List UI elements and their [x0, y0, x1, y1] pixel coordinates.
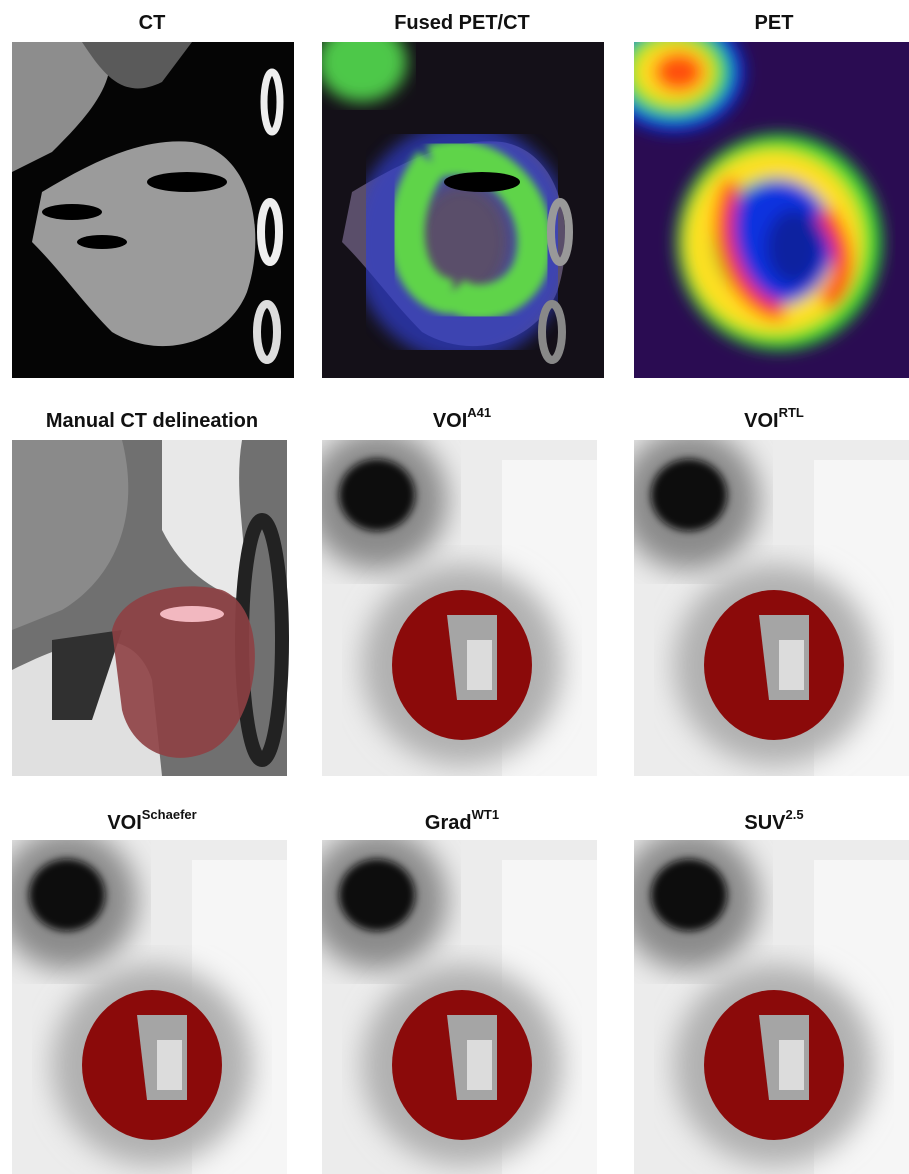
panel-image	[619, 830, 909, 1174]
panel-image	[317, 22, 604, 378]
title-base: Manual CT delineation	[46, 410, 258, 432]
title-sup: Schaefer	[142, 807, 197, 822]
panel-image	[307, 430, 597, 776]
panel	[619, 830, 909, 1174]
panel-title: VOIRTL	[744, 405, 804, 432]
title-base: SUV	[744, 812, 786, 834]
panel	[12, 440, 287, 776]
panel	[0, 830, 287, 1174]
panel	[619, 430, 909, 776]
panel	[12, 42, 294, 378]
title-base: VOI	[744, 410, 778, 432]
title-base: VOI	[433, 410, 467, 432]
title-base: Fused PET/CT	[394, 12, 530, 34]
panel-image	[12, 440, 287, 776]
panel	[307, 830, 597, 1174]
title-base: CT	[139, 12, 166, 34]
title-sup: RTL	[779, 405, 804, 420]
panel-title: Fused PET/CT	[394, 12, 530, 34]
panel	[317, 22, 604, 378]
panel-image	[307, 830, 597, 1174]
title-base: VOI	[107, 812, 141, 834]
panel-image	[619, 430, 909, 776]
title-base: Grad	[425, 812, 472, 834]
panel-image	[604, 12, 909, 378]
panel-title: SUV2.5	[744, 807, 803, 834]
panel	[307, 430, 597, 776]
panel-title: GradWT1	[425, 807, 499, 834]
panel-title: VOIA41	[433, 405, 491, 432]
panel-title: Manual CT delineation	[46, 410, 258, 432]
panel-image	[0, 830, 287, 1174]
panel-title: CT	[139, 12, 166, 34]
panel-title: VOISchaefer	[107, 807, 196, 834]
title-base: PET	[755, 12, 794, 34]
panel-image	[12, 42, 294, 378]
title-sup: 2.5	[786, 807, 804, 822]
panel	[604, 12, 909, 378]
panel-title: PET	[755, 12, 794, 34]
title-sup: WT1	[472, 807, 499, 822]
title-sup: A41	[467, 405, 491, 420]
